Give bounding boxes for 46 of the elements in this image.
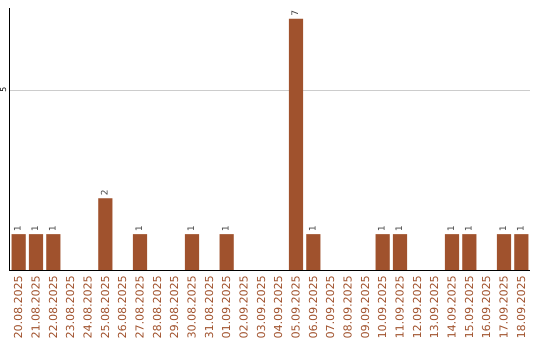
x-tick-label: 04.09.2025 <box>272 275 286 338</box>
x-tick-label: 27.08.2025 <box>134 275 147 338</box>
data-label: 1 <box>135 225 145 232</box>
data-label: 1 <box>395 225 405 232</box>
x-tick-label: 02.09.2025 <box>238 275 251 338</box>
data-label: 1 <box>464 225 474 232</box>
x-tick-label: 10.09.2025 <box>376 275 390 338</box>
data-label: 1 <box>516 225 526 232</box>
data-label: 1 <box>499 225 509 232</box>
x-tick-label: 17.09.2025 <box>498 275 511 338</box>
data-label: 1 <box>447 225 457 232</box>
data-label: 1 <box>14 225 24 232</box>
x-tick-label: 31.08.2025 <box>202 275 216 338</box>
data-label: 1 <box>48 225 58 232</box>
x-tick-label: 12.09.2025 <box>410 275 424 338</box>
x-tick-label: 03.09.2025 <box>254 275 268 338</box>
x-tick-label: 28.08.2025 <box>150 275 164 338</box>
x-tick-label: 11.09.2025 <box>394 275 407 338</box>
x-tick-label: 13.09.2025 <box>428 275 442 338</box>
data-label: 1 <box>222 225 232 232</box>
x-tick-label: 23.08.2025 <box>64 275 78 338</box>
x-tick-label: 06.09.2025 <box>306 275 320 338</box>
x-tick-label: 25.08.2025 <box>98 275 112 338</box>
x-tick-label: 26.08.2025 <box>116 275 130 338</box>
x-tick-label: 21.08.2025 <box>30 275 43 338</box>
x-tick-label: 24.08.2025 <box>82 275 95 338</box>
data-label: 1 <box>187 225 197 232</box>
x-tick-label: 05.09.2025 <box>290 275 303 338</box>
x-tick-label: 07.09.2025 <box>324 275 338 338</box>
x-tick-label: 18.09.2025 <box>514 275 528 338</box>
x-tick-label: 20.08.2025 <box>12 275 26 338</box>
x-tick-label: 30.08.2025 <box>186 275 199 338</box>
x-tick-label: 08.09.2025 <box>342 275 355 338</box>
data-label: 1 <box>31 225 41 232</box>
x-tick-label: 29.08.2025 <box>168 275 182 338</box>
x-tick-label: 22.08.2025 <box>46 275 60 338</box>
data-label: 2 <box>100 189 110 196</box>
data-label: 1 <box>308 225 318 232</box>
x-tick-label: 09.09.2025 <box>358 275 372 338</box>
y-tick-label: 5 <box>0 86 8 92</box>
x-tick-label: 16.09.2025 <box>480 275 494 338</box>
data-label: 7 <box>291 10 301 16</box>
x-tick-label: 15.09.2025 <box>462 275 476 338</box>
data-label: 1 <box>378 225 388 232</box>
x-tick-label: 14.09.2025 <box>446 275 459 338</box>
x-tick-label: 01.09.2025 <box>220 275 234 338</box>
